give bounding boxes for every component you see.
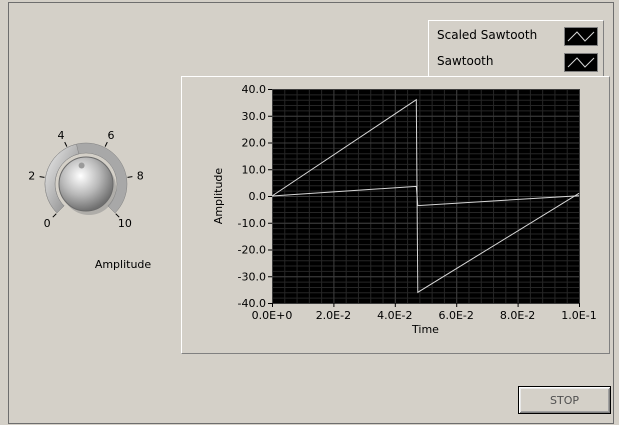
stop-button[interactable]: STOP xyxy=(518,386,611,414)
y-tick-label: 40.0 xyxy=(242,83,267,96)
amplitude-knob[interactable]: 0 2 4 6 8 10 Amplitude xyxy=(16,110,176,280)
knob-tick-mark xyxy=(104,141,108,147)
x-tick-label: 0.0E+0 xyxy=(252,309,293,322)
series-line-sawtooth xyxy=(271,185,580,207)
knob-fill-arc xyxy=(44,143,80,214)
knob-tick-label: 2 xyxy=(28,169,35,182)
x-tick-label: 4.0E-2 xyxy=(377,309,412,322)
x-tick-label: 6.0E-2 xyxy=(438,309,473,322)
y-axis-label: Amplitude xyxy=(212,168,225,225)
y-tick-label: 20.0 xyxy=(242,137,267,150)
y-tick-label: 0.0 xyxy=(249,190,267,203)
x-tick-label: 1.0E-1 xyxy=(561,309,596,322)
knob-tick-label: 6 xyxy=(108,129,115,142)
legend-item-scaled-sawtooth[interactable]: Scaled Sawtooth xyxy=(429,23,603,47)
y-tick-label: -40.0 xyxy=(238,297,266,310)
knob-svg: 0 2 4 6 8 10 Amplitude xyxy=(28,129,152,271)
waveform-graph[interactable]: 40.0 30.0 20.0 10.0 0.0 -10.0 -20.0 -30.0 -40.0 0… xyxy=(181,76,610,354)
knob-tick-mark xyxy=(127,176,133,178)
x-tick-label: 8.0E-2 xyxy=(500,309,535,322)
major-grid xyxy=(272,89,580,304)
knob-pointer xyxy=(78,162,85,169)
knob-tick-label: 0 xyxy=(44,217,51,230)
legend-item-sawtooth[interactable]: Sawtooth xyxy=(429,49,603,73)
y-tick-label: -30.0 xyxy=(238,270,266,283)
legend-label: Sawtooth xyxy=(437,54,494,68)
y-tick-label: -10.0 xyxy=(238,217,266,230)
plot-legend: Scaled Sawtooth Sawtooth xyxy=(428,20,604,78)
x-axis-label: Time xyxy=(411,323,439,336)
sawtooth-swatch-icon xyxy=(564,53,598,72)
knob-tick-mark xyxy=(39,176,45,178)
chart-svg: 40.0 30.0 20.0 10.0 0.0 -10.0 -20.0 -30.0 -40.00… xyxy=(212,83,597,336)
x-tick-label: 2.0E-2 xyxy=(316,309,351,322)
knob-tick-mark xyxy=(52,213,57,218)
knob-label: Amplitude xyxy=(95,258,152,271)
knob-tick-mark xyxy=(115,213,120,218)
scaled-sawtooth-swatch-icon xyxy=(564,27,598,46)
knob-tick-label: 10 xyxy=(118,217,132,230)
legend-label: Scaled Sawtooth xyxy=(437,28,538,42)
knob-tick-mark xyxy=(64,141,68,147)
knob-tick-label: 8 xyxy=(137,169,144,182)
knob-dial[interactable] xyxy=(58,156,114,212)
y-tick-label: 30.0 xyxy=(242,110,267,123)
y-tick-label: 10.0 xyxy=(242,163,267,176)
y-tick-label: -20.0 xyxy=(238,244,266,257)
knob-tick-label: 4 xyxy=(58,129,65,142)
